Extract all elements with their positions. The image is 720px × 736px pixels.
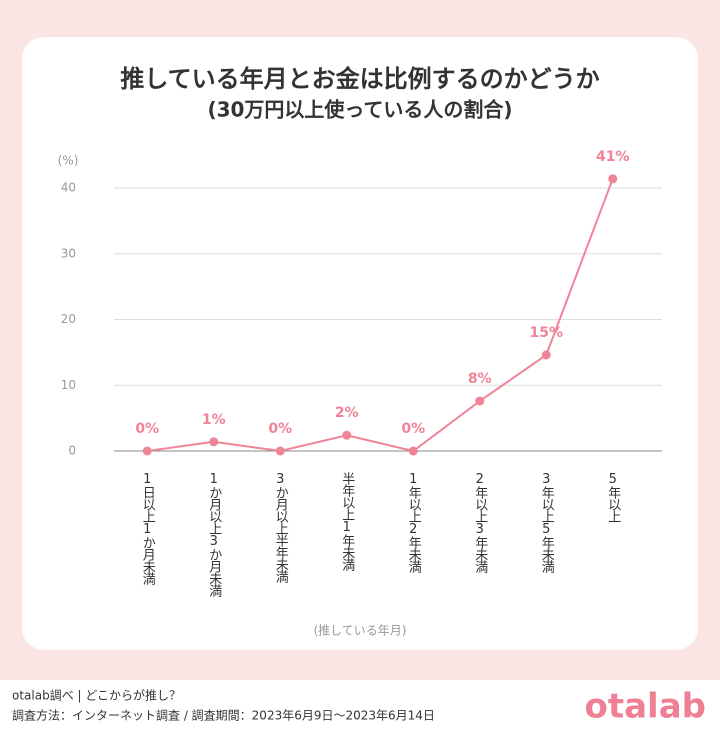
y-tick-label: 0 xyxy=(68,444,76,458)
point xyxy=(408,446,418,456)
x-tick-label: 3か月以上半年未満 xyxy=(273,472,289,583)
value-label: 0% xyxy=(268,421,292,437)
point xyxy=(209,437,219,447)
x-tick-label: 1か月以上3か月未満 xyxy=(206,472,222,597)
x-tick-label: 1日以上1か月未満 xyxy=(140,472,156,585)
y-axis-label: (%) xyxy=(58,154,79,168)
point xyxy=(342,430,352,440)
point xyxy=(475,396,485,406)
footer-source: otalab調べ | どこからが推し？ xyxy=(12,688,181,703)
point xyxy=(142,446,152,456)
line xyxy=(147,178,614,453)
value-label: 1% xyxy=(202,412,226,428)
point xyxy=(608,174,618,184)
value-label: 8% xyxy=(468,371,492,387)
value-label: 41% xyxy=(596,149,630,165)
x-tick-label: 3年以上5年未満 xyxy=(539,472,555,573)
x-tick-label: 半年以上1年未満 xyxy=(339,472,355,571)
footer-method: 調査方法：インターネット調査 / 調査期間：2023年6月9日〜2023年6月1… xyxy=(12,708,435,723)
chart-title: 推している年月とお金は比例するのかどうか xyxy=(120,65,599,93)
x-tick-label: 5年以上 xyxy=(605,472,621,522)
x-tick-label: 2年以上3年未満 xyxy=(472,472,488,573)
x-axis-label: (推している年月) xyxy=(313,624,406,638)
value-label: 0% xyxy=(401,421,425,437)
card xyxy=(22,37,698,650)
value-label: 15% xyxy=(529,325,563,341)
chart-subtitle: (30万円以上使っている人の割合) xyxy=(207,98,512,122)
x-tick-label: 1年以上2年未満 xyxy=(406,472,422,573)
y-tick-label: 30 xyxy=(61,246,76,260)
value-label: 2% xyxy=(335,405,359,421)
point xyxy=(541,350,551,360)
point xyxy=(275,446,285,456)
y-tick-label: 40 xyxy=(61,181,76,195)
logo: otalab xyxy=(585,687,707,727)
y-tick-label: 20 xyxy=(61,312,76,326)
value-label: 0% xyxy=(135,421,159,437)
y-tick-label: 10 xyxy=(61,378,76,392)
